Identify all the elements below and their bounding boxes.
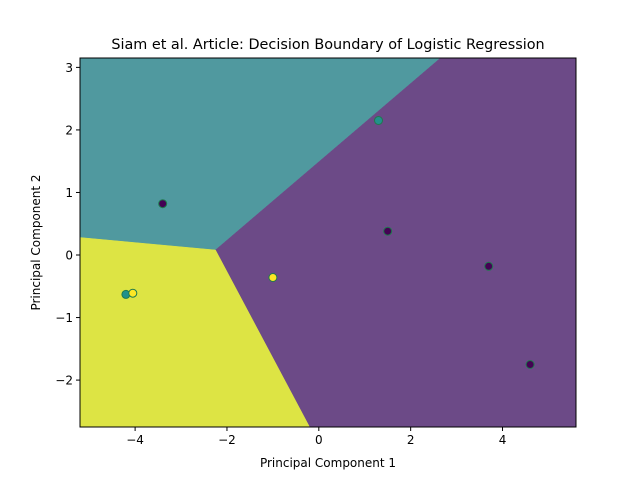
decision-regions bbox=[79, 57, 577, 428]
x-tick-label: −4 bbox=[126, 433, 144, 447]
x-axis-ticks: −4 −2 0 2 4 bbox=[126, 427, 506, 447]
data-point bbox=[374, 116, 383, 125]
x-tick-label: −2 bbox=[218, 433, 236, 447]
y-tick-label: 0 bbox=[65, 249, 73, 263]
axes-frame bbox=[79, 57, 577, 428]
data-point bbox=[158, 199, 168, 209]
y-tick-label: 3 bbox=[65, 61, 73, 75]
y-axis-ticks: −2 −1 0 1 2 3 bbox=[55, 61, 80, 388]
y-tick-label: −2 bbox=[55, 374, 73, 388]
x-tick-label: 4 bbox=[499, 433, 507, 447]
data-points bbox=[121, 116, 535, 369]
chart-title: Siam et al. Article: Decision Boundary o… bbox=[111, 37, 544, 53]
y-tick-label: 2 bbox=[65, 123, 73, 137]
data-point bbox=[484, 261, 494, 271]
data-point bbox=[268, 273, 278, 282]
y-tick-label: 1 bbox=[65, 186, 73, 200]
x-tick-label: 0 bbox=[315, 433, 323, 447]
data-point bbox=[128, 288, 138, 298]
y-tick-label: −1 bbox=[55, 311, 73, 325]
plot-area bbox=[79, 57, 577, 428]
data-point bbox=[383, 226, 393, 236]
x-axis-label: Principal Component 1 bbox=[260, 456, 396, 470]
y-axis-label: Principal Component 2 bbox=[29, 174, 43, 310]
x-tick-label: 2 bbox=[407, 433, 415, 447]
data-point bbox=[525, 360, 535, 369]
